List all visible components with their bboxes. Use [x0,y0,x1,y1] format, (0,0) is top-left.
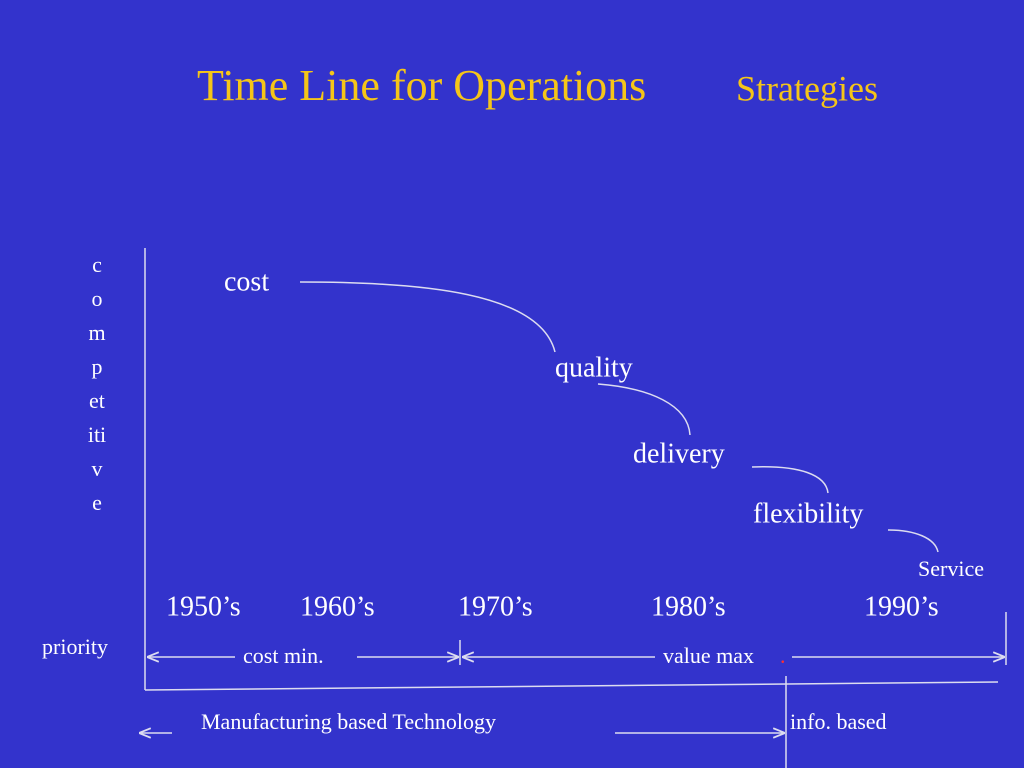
title-tail: Strategies [736,68,878,108]
stage: quality [555,352,633,383]
connector [887,529,939,553]
decade: 1960’s [300,591,375,622]
stage: cost [224,266,269,297]
span-mark: . [780,643,786,668]
tech-label: Manufacturing based Technology [201,709,496,734]
stage: delivery [633,438,725,469]
connector [751,466,829,494]
x-axis [144,681,999,691]
decade: 1950’s [166,591,241,622]
span-label: value max [663,643,754,668]
axis-label-vertical: competitive [87,252,107,515]
connector [299,281,556,353]
decade: 1970’s [458,591,533,622]
axis-label: priority [42,634,108,659]
span-label: cost min. [243,643,324,668]
connector [597,383,691,436]
tech-label: info. based [790,709,887,734]
title: Time Line for Operations [197,61,646,110]
stage: Service [918,556,984,581]
decade: 1990’s [864,591,939,622]
stage: flexibility [753,498,863,529]
decade: 1980’s [651,591,726,622]
